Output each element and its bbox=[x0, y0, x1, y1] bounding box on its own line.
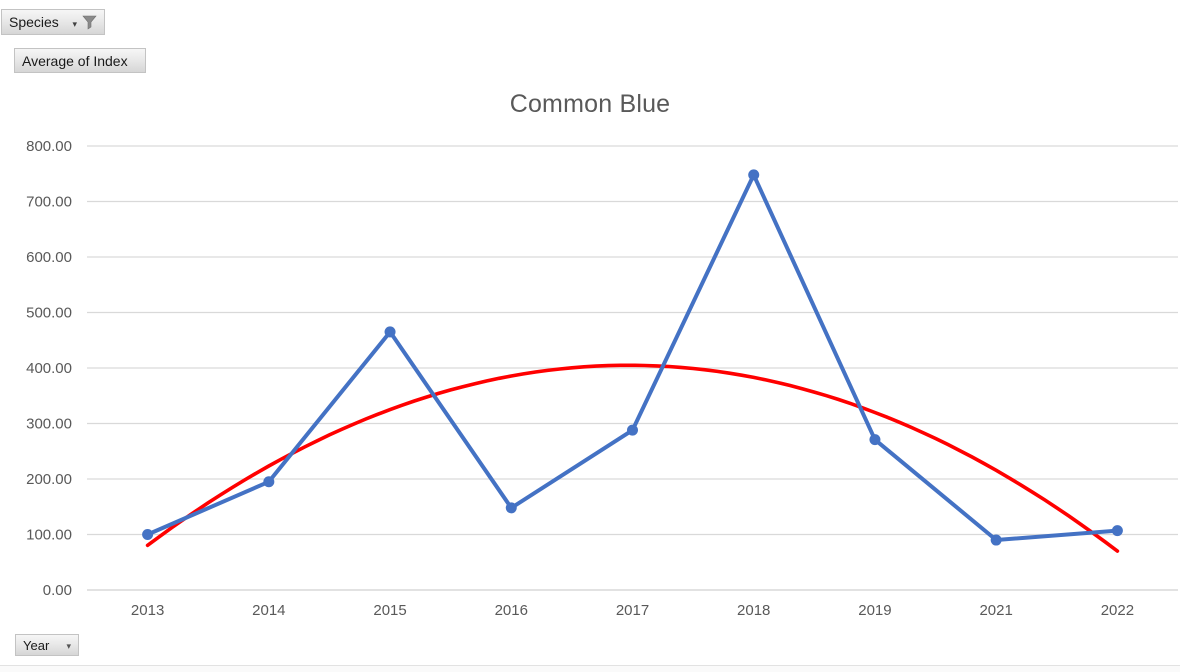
y-axis-tick-label: 300.00 bbox=[26, 416, 72, 433]
x-axis-tick-label: 2018 bbox=[737, 602, 770, 619]
species-filter-button[interactable]: Species ▾ bbox=[1, 9, 105, 35]
x-axis-tick-label: 2019 bbox=[858, 602, 891, 619]
axis-field-button-year[interactable]: Year ▾ bbox=[15, 634, 79, 656]
y-axis-tick-label: 400.00 bbox=[26, 360, 72, 377]
chart-title[interactable]: Common Blue bbox=[509, 90, 671, 118]
x-axis-tick-label: 2015 bbox=[373, 602, 406, 619]
data-point-marker[interactable] bbox=[748, 169, 760, 181]
trendline-polynomial[interactable] bbox=[145, 363, 1120, 553]
y-axis-tick-label: 100.00 bbox=[26, 527, 72, 544]
x-axis-tick-label: 2017 bbox=[616, 602, 649, 619]
axis-field-label: Year bbox=[23, 637, 50, 653]
x-axis-tick-label: 2014 bbox=[252, 602, 285, 619]
x-axis-tick-label: 2021 bbox=[979, 602, 1012, 619]
data-point-marker[interactable] bbox=[1111, 525, 1123, 537]
data-point-marker[interactable] bbox=[869, 434, 881, 446]
x-axis-tick-label: 2016 bbox=[495, 602, 528, 619]
data-point-marker[interactable] bbox=[505, 502, 517, 514]
y-axis-tick-label: 800.00 bbox=[26, 138, 72, 155]
value-field-label: Average of Index bbox=[22, 52, 128, 69]
data-point-marker[interactable] bbox=[142, 529, 154, 540]
worksheet-edge-strip bbox=[0, 665, 1180, 672]
chevron-down-icon: ▾ bbox=[72, 18, 77, 29]
y-axis-tick-label: 700.00 bbox=[26, 194, 72, 211]
y-axis-tick-label: 500.00 bbox=[26, 305, 72, 322]
value-field-button[interactable]: Average of Index bbox=[14, 48, 146, 73]
filter-funnel-icon bbox=[82, 15, 97, 30]
data-point-marker[interactable] bbox=[384, 326, 396, 338]
data-point-marker[interactable] bbox=[263, 476, 275, 488]
x-axis-tick-label: 2013 bbox=[131, 602, 164, 619]
species-filter-label: Species bbox=[9, 14, 59, 30]
series-line-average-of-index[interactable] bbox=[145, 172, 1120, 542]
y-axis-tick-label: 0.00 bbox=[43, 582, 72, 599]
data-point-marker[interactable] bbox=[990, 534, 1002, 546]
y-axis-tick-label: 200.00 bbox=[26, 471, 72, 488]
y-axis-tick-label: 600.00 bbox=[26, 249, 72, 266]
chevron-down-icon: ▾ bbox=[66, 640, 71, 651]
data-point-marker[interactable] bbox=[627, 424, 638, 436]
x-axis-tick-label: 2022 bbox=[1101, 602, 1134, 619]
